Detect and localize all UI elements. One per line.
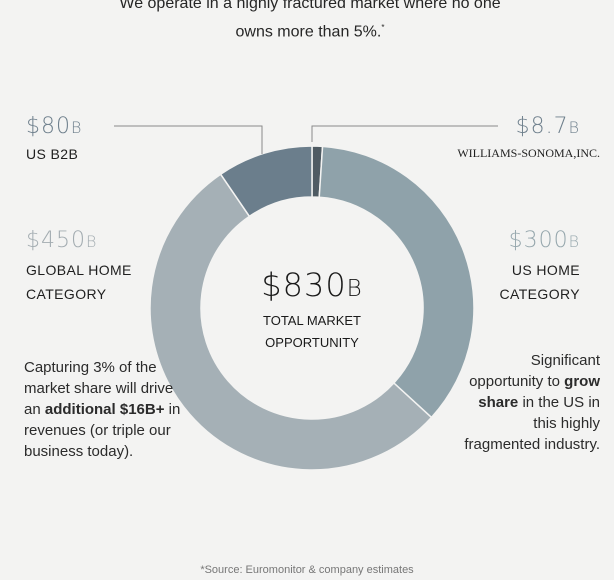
donut-slice-us-home-category [318, 145, 475, 419]
note-global-opportunity: Capturing 3% of the market share will dr… [24, 359, 181, 460]
note-us-opportunity: Significant opportunity to grow share in… [464, 352, 600, 453]
label-us-b2b: US B2B [26, 146, 79, 162]
donut-slice-us-b2b [219, 145, 313, 218]
intro-line-2: owns more than 5%. [235, 23, 382, 41]
source-footnote: *Source: Euromonitor & company estimates [200, 564, 414, 576]
value-global-home: $450B [26, 228, 98, 253]
value-us-home: $300B [508, 228, 580, 253]
label-williams-sonoma: WILLIAMS-SONOMA,INC. [457, 146, 600, 160]
footnote-mark: * [381, 23, 385, 32]
donut-slice-global-home-category [149, 173, 433, 471]
intro-line-1: We operate in a highly fractured market … [119, 0, 501, 12]
leader-line-williams-sonoma [311, 125, 498, 142]
label-global-home: GLOBAL HOME CATEGORY [26, 262, 132, 302]
donut-slices [149, 145, 475, 471]
leader-line-b2b [114, 125, 263, 154]
total-market-label: TOTAL MARKET OPPORTUNITY [263, 313, 361, 350]
value-williams-sonoma: $8.7B [515, 114, 580, 139]
intro-text: We operate in a highly fractured market … [60, 0, 560, 44]
label-us-home: US HOME CATEGORY [499, 262, 580, 302]
value-us-b2b: $80B [26, 114, 83, 139]
total-market-value: $830B [261, 266, 363, 304]
